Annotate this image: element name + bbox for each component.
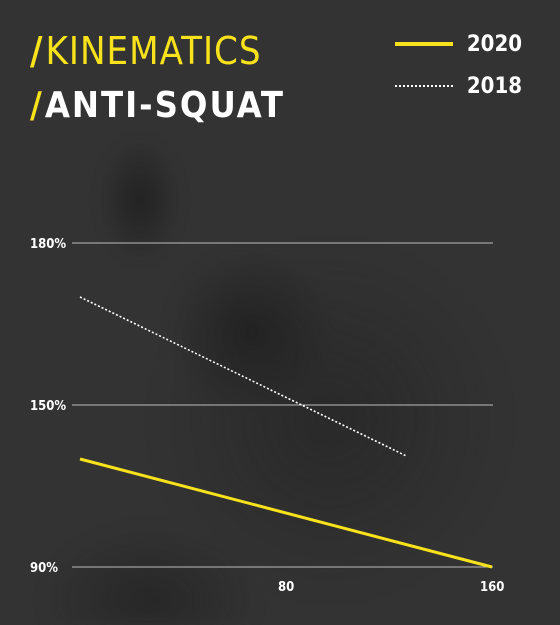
series-layer xyxy=(79,296,493,569)
legend-label-2020: 2020 xyxy=(466,31,522,57)
legend-label-2018: 2018 xyxy=(466,73,522,99)
title-anti-squat: ANTI-SQUAT xyxy=(44,85,286,126)
legend-swatch-2018 xyxy=(394,85,453,87)
series-line-2018 xyxy=(79,296,408,458)
legend: 2020 2018 xyxy=(394,28,522,112)
y-tick-label: 150% xyxy=(30,399,66,414)
title-kinematics: KINEMATICS xyxy=(45,29,262,73)
legend-swatch-2020 xyxy=(394,42,453,46)
x-tick-label: 80 xyxy=(278,580,294,595)
title-slash-1: / xyxy=(30,29,44,73)
grid-layer xyxy=(72,242,493,568)
title-slash-2: / xyxy=(30,85,43,126)
x-tick-label: 160 xyxy=(480,580,504,595)
y-tick-label: 90% xyxy=(30,561,58,576)
y-tick-label: 180% xyxy=(30,237,66,252)
chart-subtitle: / ANTI-SQUAT xyxy=(30,88,285,124)
legend-item-2020: 2020 xyxy=(394,28,522,60)
ticks-layer: 90% 150% 180% 80 160 xyxy=(30,237,504,595)
legend-item-2018: 2018 xyxy=(394,70,522,102)
chart-title: / KINEMATICS xyxy=(30,28,285,74)
series-line-2020 xyxy=(79,457,493,569)
chart-title-block: / KINEMATICS / ANTI-SQUAT xyxy=(30,28,285,124)
